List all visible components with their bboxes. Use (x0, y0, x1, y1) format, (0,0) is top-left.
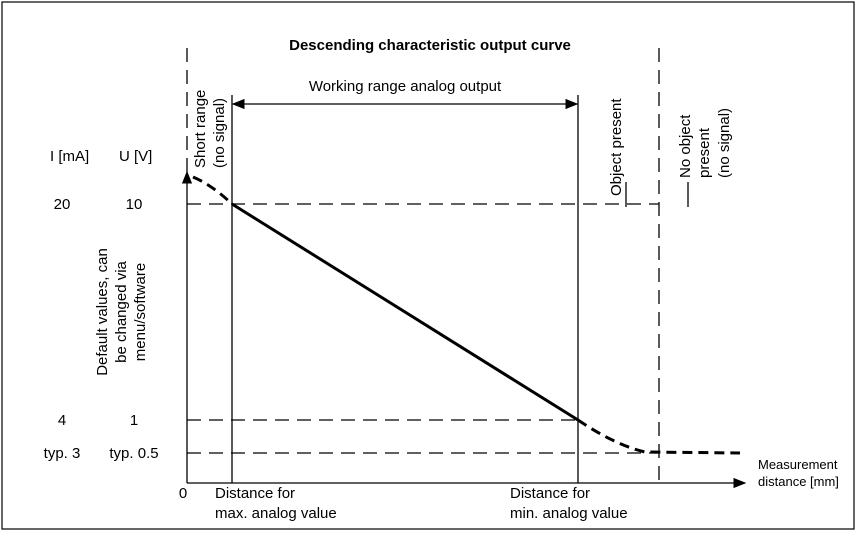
current-header: I [mA] (50, 148, 89, 165)
zone-label: (no signal) (716, 108, 733, 178)
level-voltage: 10 (126, 196, 143, 213)
distance-label: max. analog value (215, 505, 337, 522)
level-current: 4 (58, 412, 66, 429)
note: menu/software (132, 263, 149, 361)
x-axis-label: distance [mm] (758, 474, 839, 489)
title: Descending characteristic output curve (289, 37, 571, 54)
distance-label: Distance for (510, 485, 590, 502)
curve-working (231, 202, 579, 422)
zone-label: Short range (192, 90, 209, 168)
level-current: 20 (54, 196, 71, 213)
zone-label: present (696, 127, 713, 178)
voltage-header: U [V] (119, 148, 152, 165)
zone-label: Object present (608, 98, 625, 196)
curve-far (577, 418, 741, 455)
note: be changed via (113, 260, 130, 362)
level-voltage: typ. 0.5 (109, 445, 158, 462)
distance-label: Distance for (215, 485, 295, 502)
note: Default values, can (94, 248, 111, 376)
distance-label: min. analog value (510, 505, 628, 522)
level-voltage: 1 (130, 412, 138, 429)
curve-short (192, 175, 234, 206)
x-axis-label: Measurement (758, 457, 838, 472)
zone-label: (no signal) (211, 98, 228, 168)
origin-label: 0 (179, 485, 187, 502)
level-current: typ. 3 (44, 445, 81, 462)
working-range-label: Working range analog output (309, 78, 502, 95)
zone-label: No object (677, 114, 694, 178)
